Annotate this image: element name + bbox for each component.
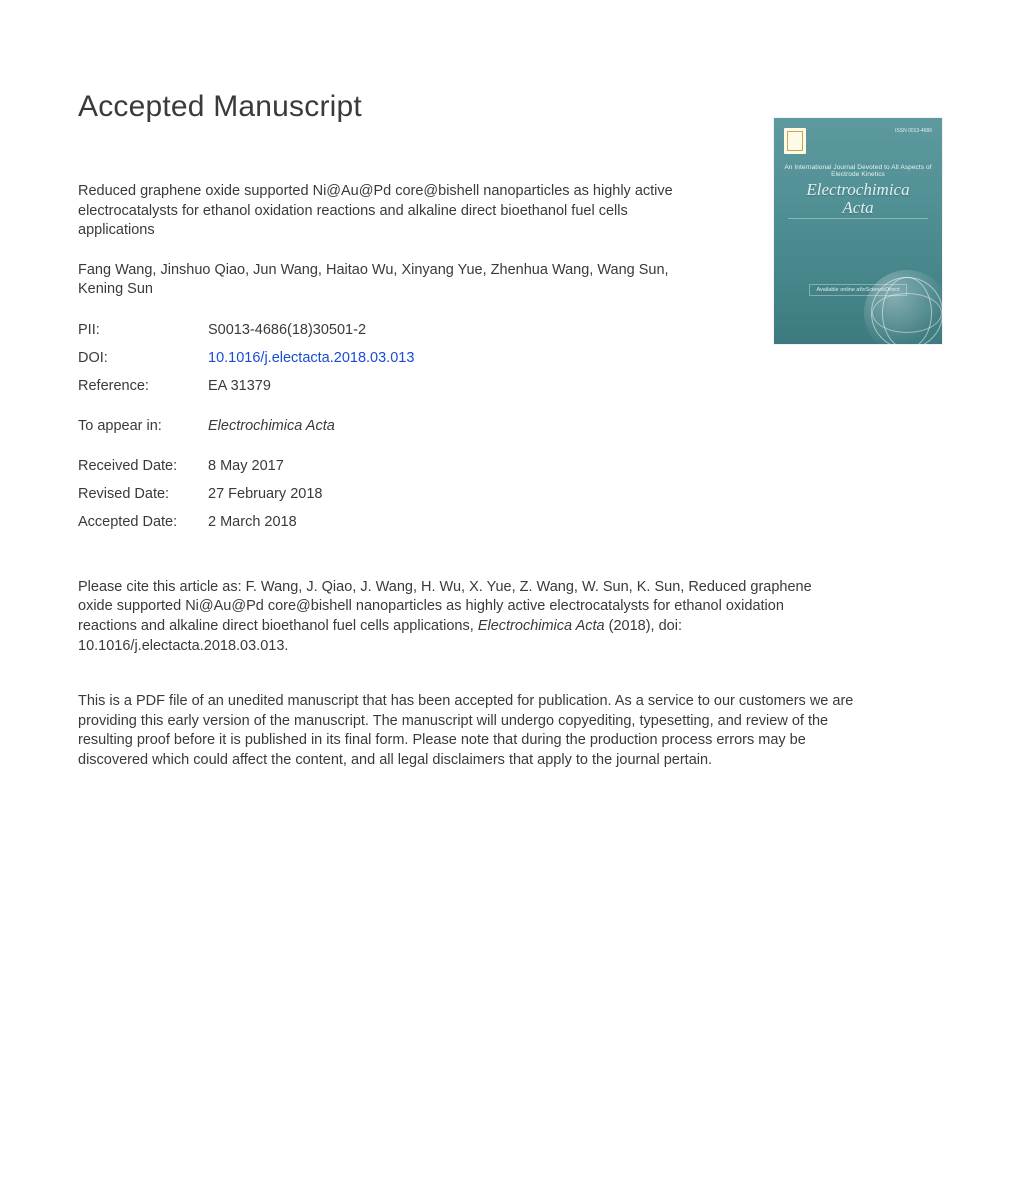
revised-date-value: 27 February 2018 [208, 480, 414, 508]
citation-journal: Electrochimica Acta [478, 618, 605, 634]
revised-date-label: Revised Date: [78, 480, 208, 508]
table-row: To appear in: Electrochimica Acta [78, 412, 414, 440]
table-row: Received Date: 8 May 2017 [78, 452, 414, 480]
table-row: Revised Date: 27 February 2018 [78, 480, 414, 508]
table-row: Reference: EA 31379 [78, 372, 414, 400]
doi-link[interactable]: 10.1016/j.electacta.2018.03.013 [208, 350, 414, 366]
cover-journal-line1: Electrochimica [806, 180, 909, 199]
pii-label: PII: [78, 316, 208, 344]
appear-in-value: Electrochimica Acta [208, 412, 414, 440]
metadata-table: PII: S0013-4686(18)30501-2 DOI: 10.1016/… [78, 316, 414, 536]
cover-journal-line2: Acta [774, 198, 942, 218]
table-row: Accepted Date: 2 March 2018 [78, 508, 414, 536]
table-row: DOI: 10.1016/j.electacta.2018.03.013 [78, 344, 414, 372]
article-title: Reduced graphene oxide supported Ni@Au@P… [78, 182, 678, 241]
elsevier-logo-icon [784, 128, 806, 154]
header-row: Reduced graphene oxide supported Ni@Au@P… [78, 182, 942, 536]
metadata-column: Reduced graphene oxide supported Ni@Au@P… [78, 182, 754, 536]
pii-value: S0013-4686(18)30501-2 [208, 316, 414, 344]
reference-value: EA 31379 [208, 372, 414, 400]
cover-divider [788, 218, 928, 219]
globe-icon [864, 270, 950, 356]
accepted-date-label: Accepted Date: [78, 508, 208, 536]
disclaimer-text: This is a PDF file of an unedited manusc… [78, 692, 868, 770]
cover-issn: ISSN 0013-4686 [895, 128, 932, 134]
citation-lead: Please cite this article as: F. Wang, J.… [78, 579, 812, 634]
reference-label: Reference: [78, 372, 208, 400]
author-list: Fang Wang, Jinshuo Qiao, Jun Wang, Haita… [78, 261, 698, 300]
received-date-label: Received Date: [78, 452, 208, 480]
accepted-date-value: 2 March 2018 [208, 508, 414, 536]
received-date-value: 8 May 2017 [208, 452, 414, 480]
appear-in-label: To appear in: [78, 412, 208, 440]
journal-cover-thumbnail: ISSN 0013-4686 An International Journal … [774, 118, 942, 344]
table-row: PII: S0013-4686(18)30501-2 [78, 316, 414, 344]
cover-journal-title: Electrochimica Acta [774, 180, 942, 218]
citation-text: Please cite this article as: F. Wang, J.… [78, 578, 838, 656]
cover-publisher-line: An International Journal Devoted to All … [774, 164, 942, 178]
doi-label: DOI: [78, 344, 208, 372]
